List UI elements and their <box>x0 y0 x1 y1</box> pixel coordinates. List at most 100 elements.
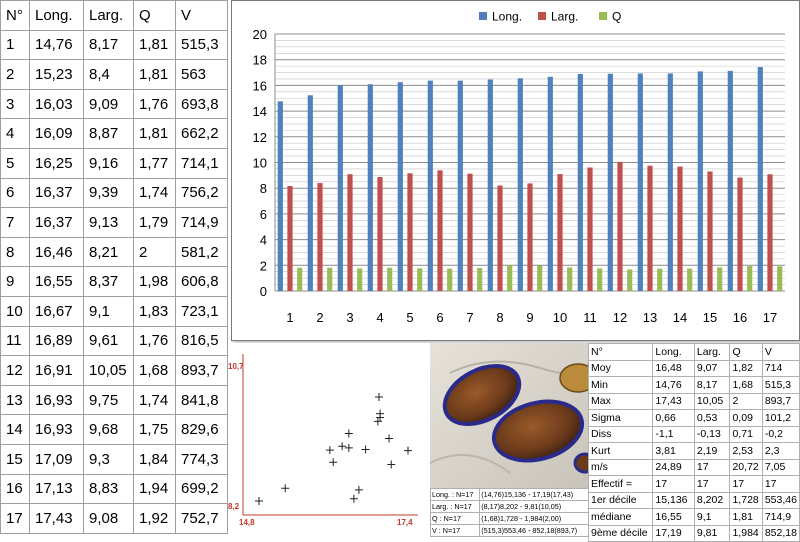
table-cell: 1,83 <box>133 295 176 327</box>
scatter-point <box>255 497 263 505</box>
stats-cell: 15,136 <box>652 491 695 509</box>
y-tick-label: 16 <box>253 78 267 93</box>
stats-cell: 17,19 <box>652 524 695 542</box>
bar-q <box>717 267 723 291</box>
x-tick-label: 11 <box>583 310 597 325</box>
table-cell: 8,17 <box>83 29 134 61</box>
bar-long <box>577 73 583 291</box>
bar-long <box>517 78 523 292</box>
summary-cell: (515,3)553,46 - 852,18(893,7) <box>479 524 590 537</box>
table-cell: 1,68 <box>133 355 176 386</box>
table-row: 11 16,89 9,61 1,76 816,5 <box>0 325 228 357</box>
bar-q <box>687 268 693 291</box>
table-cell: 9,13 <box>83 207 134 238</box>
table-cell: 9,09 <box>83 88 134 120</box>
bar-q <box>657 268 663 291</box>
bar-larg <box>677 166 683 291</box>
bar-larg <box>707 171 713 291</box>
bar-larg <box>617 161 623 291</box>
scatter-panel: 10,7 8,2 14,8 17,4 <box>228 343 430 533</box>
bar-q <box>327 267 333 291</box>
stats-cell: 0,09 <box>729 409 763 427</box>
table-cell: 16 <box>0 473 30 505</box>
table-cell: 774,3 <box>175 443 228 475</box>
stats-cell: 893,7 <box>761 392 800 410</box>
scatter-xmax-label: 17,4 <box>397 518 413 527</box>
scatter-point <box>338 442 347 451</box>
stats-cell: 3,81 <box>652 442 695 460</box>
table-cell: 10,05 <box>83 355 134 386</box>
stats-cell: 17 <box>652 475 695 493</box>
stats-cell: 2 <box>729 392 763 410</box>
stats-column-header: Larg. <box>693 343 731 361</box>
table-cell: 9,39 <box>83 177 134 209</box>
legend-swatch <box>538 12 546 20</box>
table-cell: 2 <box>133 236 176 268</box>
stats-row: Min 14,76 8,17 1,68 515,3 <box>587 376 800 394</box>
table-cell: 8,83 <box>83 473 134 505</box>
stats-cell: 9,81 <box>693 524 731 542</box>
table-cell: 13 <box>0 384 30 416</box>
stats-cell: 17 <box>693 458 731 476</box>
table-cell: 16,91 <box>29 355 84 386</box>
table-cell: 6 <box>0 177 30 209</box>
stats-column-header: Long. <box>652 343 695 361</box>
table-cell: 1,79 <box>133 207 176 238</box>
bar-larg <box>497 185 503 291</box>
table-row: 6 16,37 9,39 1,74 756,2 <box>0 177 228 209</box>
table-cell: 2 <box>0 59 30 90</box>
bar-larg <box>437 170 443 291</box>
table-cell: 581,2 <box>175 236 228 268</box>
stats-cell: 17 <box>761 475 800 493</box>
table-cell: 1,77 <box>133 147 176 179</box>
column-header: Long. <box>29 0 84 31</box>
stats-cell: 1,68 <box>729 376 763 394</box>
column-header: Q <box>133 0 176 31</box>
table-cell: 829,6 <box>175 414 228 445</box>
table-cell: 5 <box>0 147 30 179</box>
scatter-ymin-label: 8,2 <box>228 502 240 511</box>
bar-long <box>397 82 403 291</box>
bar-long <box>637 73 643 292</box>
bar-larg <box>767 174 773 291</box>
summary-cell: (14,76)15,136 - 17,19(17,43) <box>479 488 590 501</box>
y-tick-label: 14 <box>253 104 267 119</box>
table-cell: 662,2 <box>175 118 228 149</box>
x-tick-label: 13 <box>643 310 657 325</box>
stats-cell: Min <box>587 376 654 394</box>
table-row: 4 16,09 8,87 1,81 662,2 <box>0 118 228 149</box>
scatter-point <box>404 446 412 455</box>
legend-label: Q <box>612 10 621 24</box>
stats-cell: 16,48 <box>652 359 695 377</box>
stats-cell: Sigma <box>587 409 654 427</box>
stats-row: Diss -1,1 -0,13 0,71 -0,2 <box>587 425 800 443</box>
bar-long <box>487 79 493 291</box>
summary-table: Long. : N=17 (14,76)15,136 - 17,19(17,43)… <box>429 488 590 537</box>
stats-cell: 852,18 <box>761 524 800 542</box>
table-cell: 1,76 <box>133 88 176 120</box>
stats-cell: 1,81 <box>729 508 763 526</box>
stats-cell: 714,9 <box>761 508 800 526</box>
stats-cell: 9,1 <box>693 508 731 526</box>
table-row: 7 16,37 9,13 1,79 714,9 <box>0 207 228 238</box>
x-tick-label: 4 <box>376 310 383 325</box>
stats-cell: m/s <box>587 458 654 476</box>
table-cell: 16,09 <box>29 118 84 149</box>
legend-label: Larg. <box>551 10 578 24</box>
table-cell: 1,81 <box>133 29 176 61</box>
bar-q <box>297 267 303 291</box>
legend-swatch <box>599 12 607 20</box>
legend-swatch <box>479 12 487 20</box>
stats-cell: 0,66 <box>652 409 695 427</box>
stats-cell: 9ème décile <box>587 524 654 542</box>
spore-photo <box>430 343 588 488</box>
table-cell: 4 <box>0 118 30 149</box>
scatter-point <box>387 460 396 469</box>
table-cell: 752,7 <box>175 503 228 534</box>
stats-row: 1er décile 15,136 8,202 1,728 553,46 <box>587 491 800 509</box>
bar-larg <box>587 167 593 291</box>
table-cell: 9,61 <box>83 325 134 357</box>
table-cell: 1,98 <box>133 266 176 297</box>
stats-cell: 1,728 <box>729 491 763 509</box>
stats-cell: 17 <box>729 475 763 493</box>
